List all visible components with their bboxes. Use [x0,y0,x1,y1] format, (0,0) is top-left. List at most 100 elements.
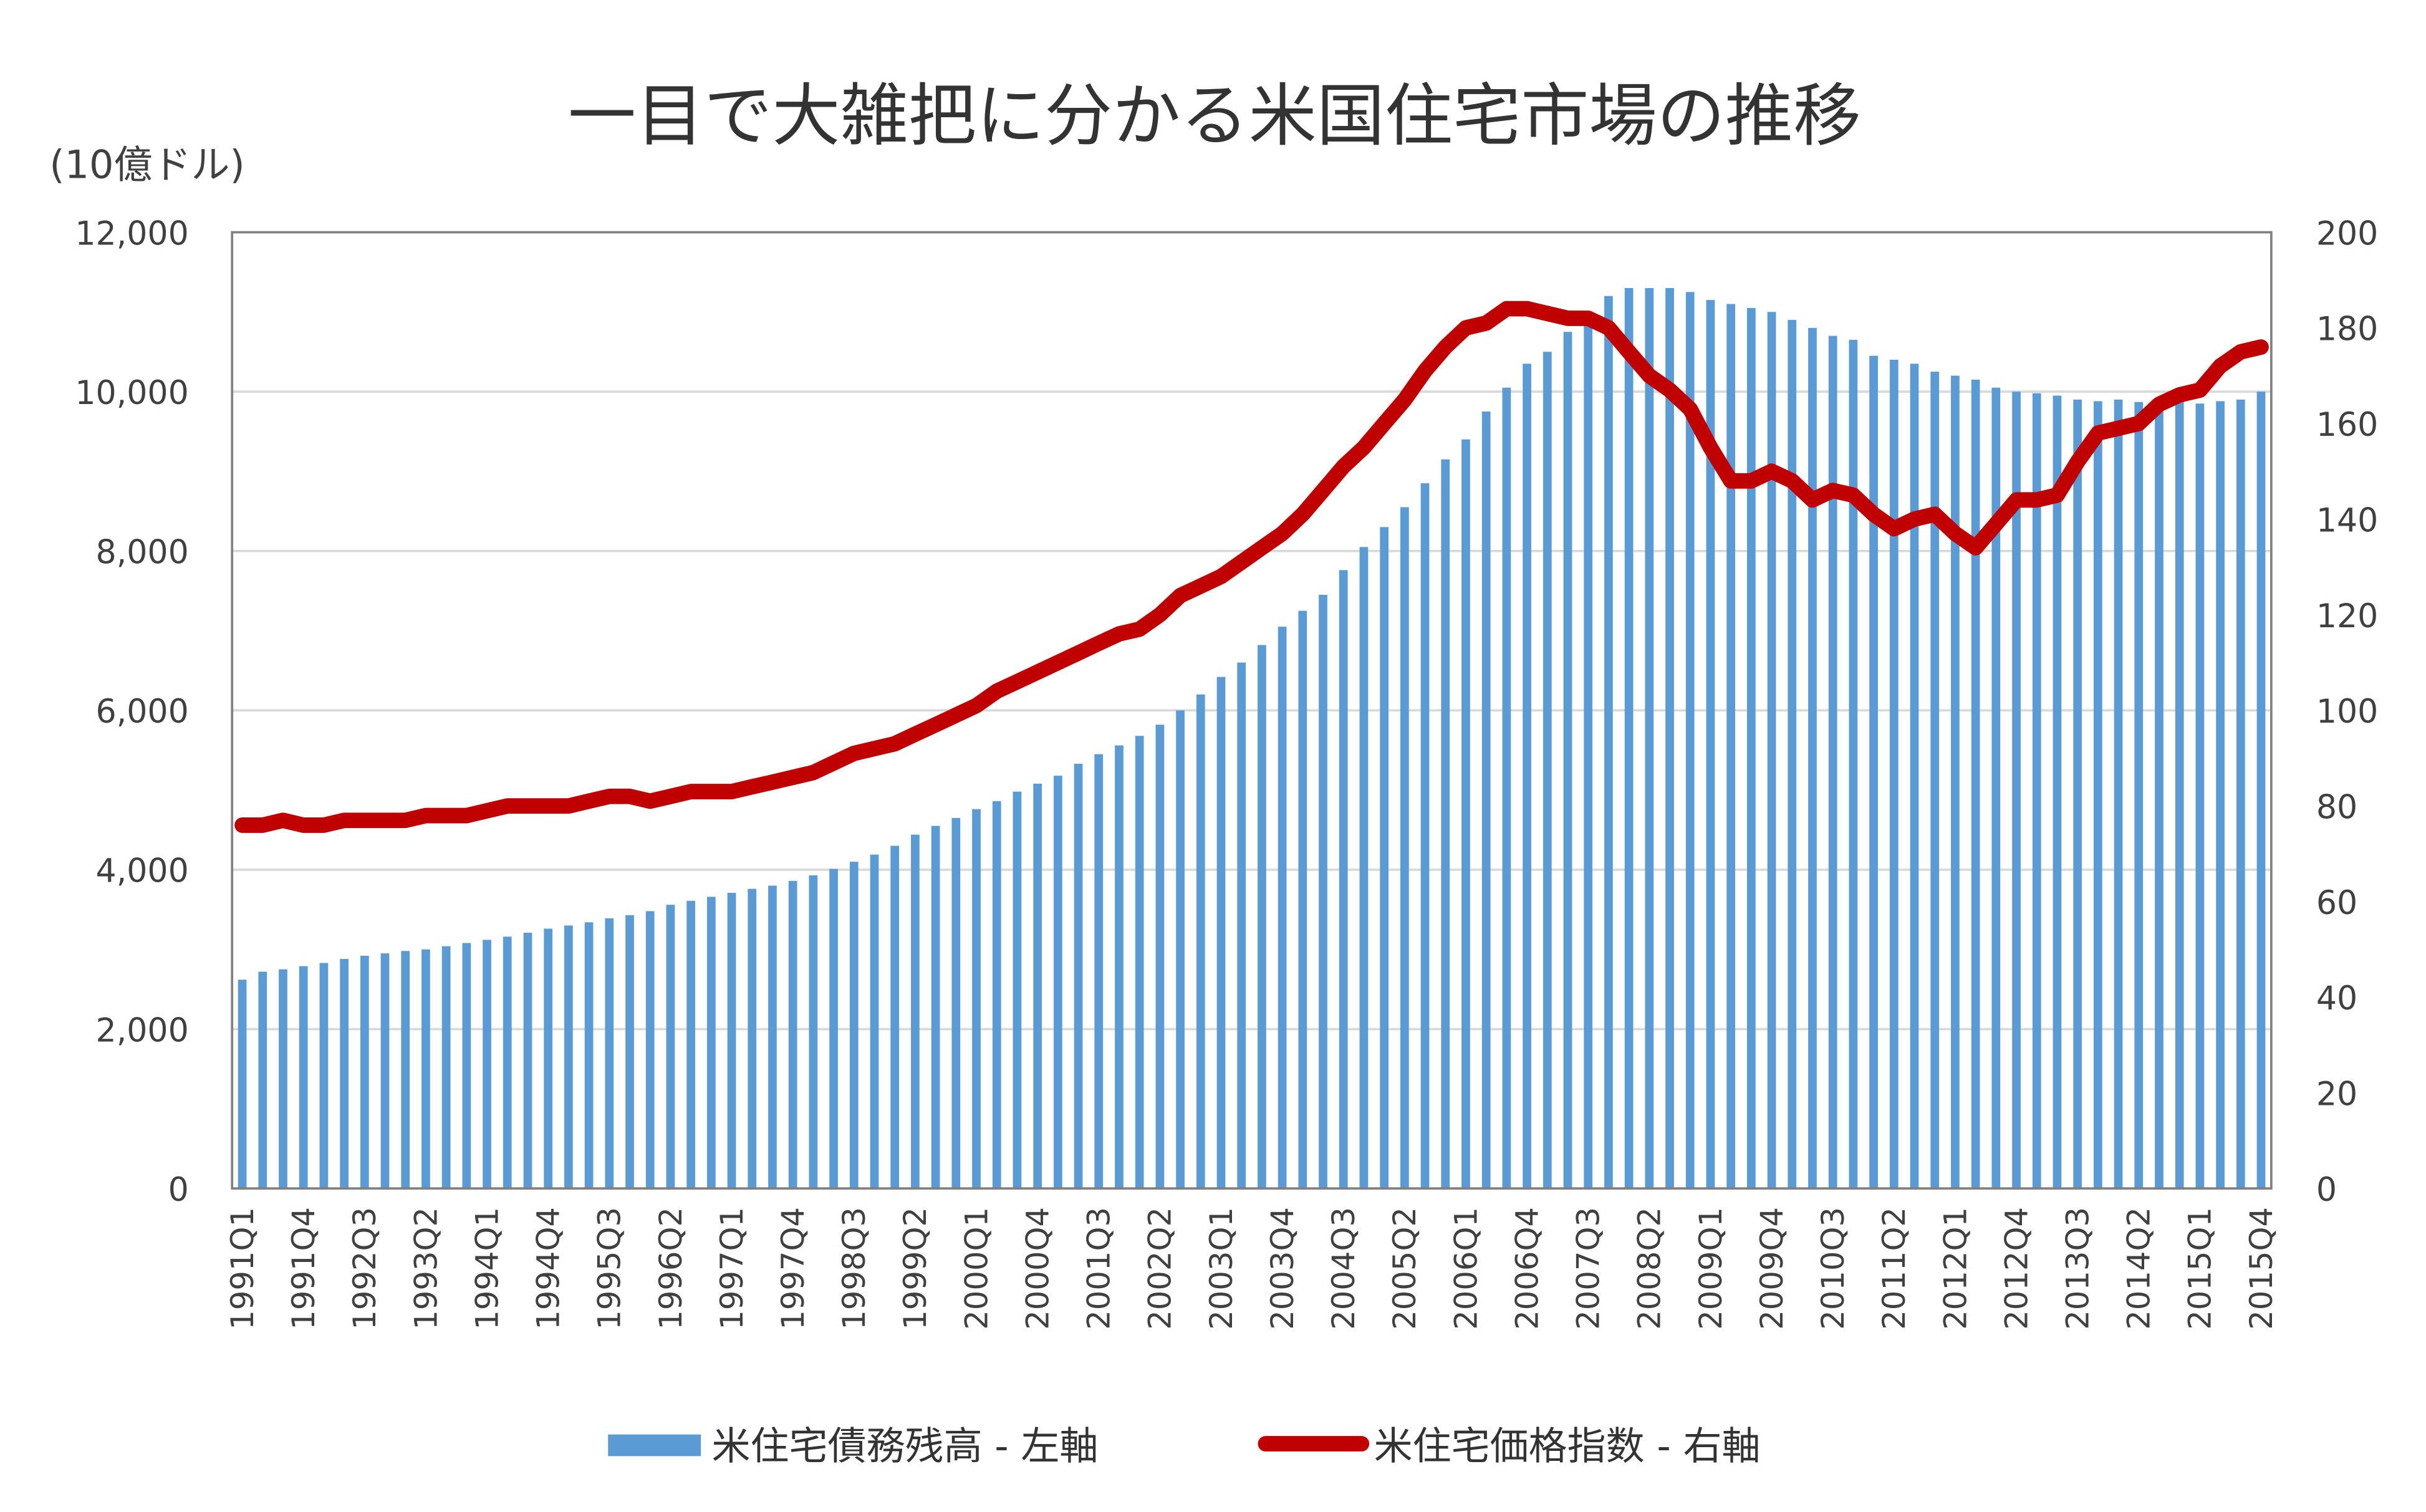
x-tick-label: 2012Q1 [1937,1207,1973,1330]
bar [299,966,308,1189]
bar [2236,399,2245,1189]
bar [1013,791,1022,1189]
bar [1074,763,1083,1189]
x-tick-label: 1999Q2 [897,1207,933,1330]
bar [605,918,614,1189]
y-left-axis: 0 2,000 4,000 6,000 8,000 10,000 12,000 [75,215,188,1209]
bar [1237,662,1246,1189]
legend-swatch-debt [608,1434,701,1457]
bar [1746,307,1756,1189]
bar [2134,402,2144,1189]
x-tick-label: 1996Q2 [653,1207,689,1330]
y-right-tick-label: 180 [2316,311,2378,349]
bar [1380,527,1389,1189]
x-tick-label: 2008Q2 [1632,1207,1668,1330]
bar [1788,320,1797,1189]
bar [1441,459,1450,1189]
bar [1481,412,1491,1189]
x-tick-label: 2006Q4 [1509,1207,1545,1330]
bar [1808,327,1817,1189]
bar [503,937,512,1189]
x-tick-label: 2015Q4 [2243,1207,2279,1330]
bar [1196,694,1205,1189]
bar [625,915,634,1189]
bar [1849,340,1858,1189]
bar [1339,570,1348,1189]
chart-title: 一目で大雑把に分かる米国住宅市場の推移 [568,77,1861,156]
x-tick-label: 2011Q2 [1876,1207,1912,1330]
bar [1991,387,2001,1189]
bar [258,971,267,1189]
x-tick-label: 1994Q4 [531,1207,567,1330]
x-tick-label: 2013Q3 [2060,1207,2096,1330]
x-tick-label: 1994Q1 [469,1207,505,1330]
y-right-tick-label: 200 [2316,215,2378,253]
bar [1645,287,1654,1189]
bar [279,969,287,1189]
bar [2195,403,2205,1189]
bar [523,932,532,1189]
x-tick-label: 2007Q3 [1571,1207,1607,1330]
bar [1543,352,1552,1189]
bar [1910,364,1919,1189]
bar [972,809,981,1189]
plot-area-border [231,231,2273,1190]
y-left-tick-label: 6,000 [96,693,189,731]
bar [706,897,716,1189]
bar [1298,610,1307,1189]
legend-label-price-index: 米住宅価格指数 - 右軸 [1374,1423,1761,1468]
bar [441,946,451,1189]
x-tick-label: 2003Q1 [1203,1207,1239,1330]
bar [1115,745,1124,1189]
y-left-tick-label: 8,000 [96,534,189,572]
bar [1400,507,1409,1189]
bar [1502,387,1511,1189]
bar [666,905,675,1189]
bar [1461,439,1470,1189]
bar [809,875,818,1189]
x-tick-label: 2009Q4 [1754,1207,1790,1330]
bar [340,959,349,1189]
bar [2155,401,2164,1189]
bar [1216,677,1226,1189]
bar [462,943,471,1189]
bar [380,953,390,1189]
bar-series [238,287,2266,1189]
x-tick-label: 2015Q1 [2182,1207,2218,1330]
bar [1889,359,1899,1189]
bar [1135,736,1144,1189]
bar [238,980,247,1189]
y-left-tick-label: 4,000 [96,853,189,890]
bar [849,862,859,1189]
x-tick-label: 1993Q2 [408,1207,444,1330]
x-tick-label: 2005Q2 [1387,1207,1423,1330]
bar [931,826,940,1189]
bar [686,900,695,1189]
bar [768,885,777,1189]
x-tick-label: 2000Q4 [1019,1207,1056,1330]
legend: 米住宅債務残高 - 左軸 米住宅価格指数 - 右軸 [608,1423,1761,1468]
bar [1624,287,1634,1189]
y-right-axis: 0 20 40 60 80 100 120 140 160 180 200 [2316,215,2378,1209]
bar [1258,645,1266,1189]
x-tick-label: 2000Q1 [958,1207,994,1330]
bar [951,817,961,1189]
bar [1176,710,1185,1189]
bar [1584,315,1593,1189]
bar [1278,627,1287,1189]
bar [1828,335,1837,1189]
x-tick-label: 1998Q3 [836,1207,872,1330]
bar [544,928,553,1189]
y-right-tick-label: 100 [2316,693,2378,731]
bar [1053,776,1062,1189]
bar [564,925,573,1189]
bar [2073,399,2082,1189]
x-tick-label: 1997Q4 [775,1207,811,1330]
y-right-tick-label: 80 [2316,789,2357,827]
y-left-axis-label: (10億ドル) [49,142,244,188]
x-tick-label: 2006Q1 [1448,1207,1484,1330]
bar [1420,483,1430,1189]
bar [645,911,655,1189]
bar [1706,300,1715,1189]
